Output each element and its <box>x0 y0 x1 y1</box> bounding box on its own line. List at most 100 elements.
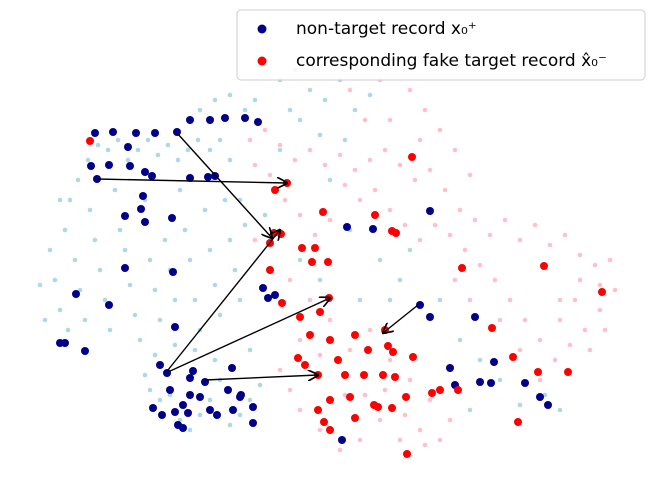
background-point <box>347 347 353 353</box>
background-point <box>327 217 333 223</box>
background-point <box>217 312 223 318</box>
point <box>158 411 166 419</box>
point <box>388 404 396 412</box>
background-point <box>157 397 163 403</box>
background-point <box>152 287 158 293</box>
background-point <box>307 147 313 153</box>
arrow <box>167 298 330 373</box>
point <box>271 186 279 194</box>
point <box>221 114 229 122</box>
point <box>436 386 444 394</box>
point <box>379 371 387 379</box>
background-point <box>317 277 323 283</box>
background-point <box>62 227 68 233</box>
point <box>334 356 342 364</box>
point <box>408 153 416 161</box>
point <box>121 212 129 220</box>
background-point <box>97 267 103 273</box>
background-point <box>377 257 383 263</box>
background-point <box>47 247 53 253</box>
point <box>534 368 542 376</box>
point <box>179 401 187 409</box>
background-point <box>287 107 293 113</box>
point <box>371 211 379 219</box>
point <box>564 368 572 376</box>
background-point <box>175 157 181 163</box>
background-point <box>52 277 58 283</box>
background-point <box>127 282 133 288</box>
point <box>173 128 181 136</box>
point <box>148 172 156 180</box>
background-point <box>352 107 358 113</box>
background-point <box>132 312 138 318</box>
background-point <box>172 342 178 348</box>
background-point <box>135 147 141 153</box>
background-point <box>232 267 238 273</box>
background-point <box>82 317 88 323</box>
point <box>471 313 479 321</box>
background-point <box>612 287 618 293</box>
background-point <box>397 437 403 443</box>
background-point <box>145 137 151 143</box>
background-point <box>252 97 258 103</box>
point <box>598 288 606 296</box>
background-point <box>65 327 71 333</box>
background-point <box>77 287 83 293</box>
point <box>536 393 544 401</box>
background-point <box>517 347 523 353</box>
background-point <box>137 337 143 343</box>
point <box>179 424 187 432</box>
background-point <box>422 442 428 448</box>
point <box>320 418 328 426</box>
background-point <box>582 327 588 333</box>
point <box>105 301 113 309</box>
background-point <box>497 377 503 383</box>
background-point <box>252 162 258 168</box>
background-point <box>322 97 328 103</box>
background-point <box>207 397 213 403</box>
background-point <box>277 142 283 148</box>
point <box>540 262 548 270</box>
point <box>81 347 89 355</box>
background-point <box>317 352 323 358</box>
point <box>306 331 314 339</box>
point <box>105 161 113 169</box>
point <box>266 266 274 274</box>
background-point <box>95 142 101 148</box>
background-point <box>192 297 198 303</box>
background-point <box>252 237 258 243</box>
background-point <box>572 297 578 303</box>
point <box>294 354 302 362</box>
point <box>521 379 529 387</box>
background-point <box>152 352 158 358</box>
point <box>324 258 332 266</box>
point <box>213 411 221 419</box>
point <box>229 406 237 414</box>
background-point <box>87 207 93 213</box>
point <box>168 214 176 222</box>
legend: non-target record x₀⁺ corresponding fake … <box>236 9 646 81</box>
background-point <box>362 117 368 123</box>
point <box>308 258 316 266</box>
background-point <box>457 337 463 343</box>
point <box>389 348 397 356</box>
point <box>476 378 484 386</box>
point <box>186 374 194 382</box>
background-point <box>262 127 268 133</box>
point <box>196 393 204 401</box>
background-point <box>147 257 153 263</box>
background-point <box>367 92 373 98</box>
point <box>301 361 309 369</box>
point <box>124 143 132 151</box>
background-point <box>162 237 168 243</box>
point <box>402 393 410 401</box>
background-point <box>577 252 583 258</box>
background-point <box>407 377 413 383</box>
point <box>351 331 359 339</box>
background-point <box>437 127 443 133</box>
background-point <box>147 387 153 393</box>
point <box>544 401 552 409</box>
point <box>326 426 334 434</box>
point <box>91 129 99 137</box>
